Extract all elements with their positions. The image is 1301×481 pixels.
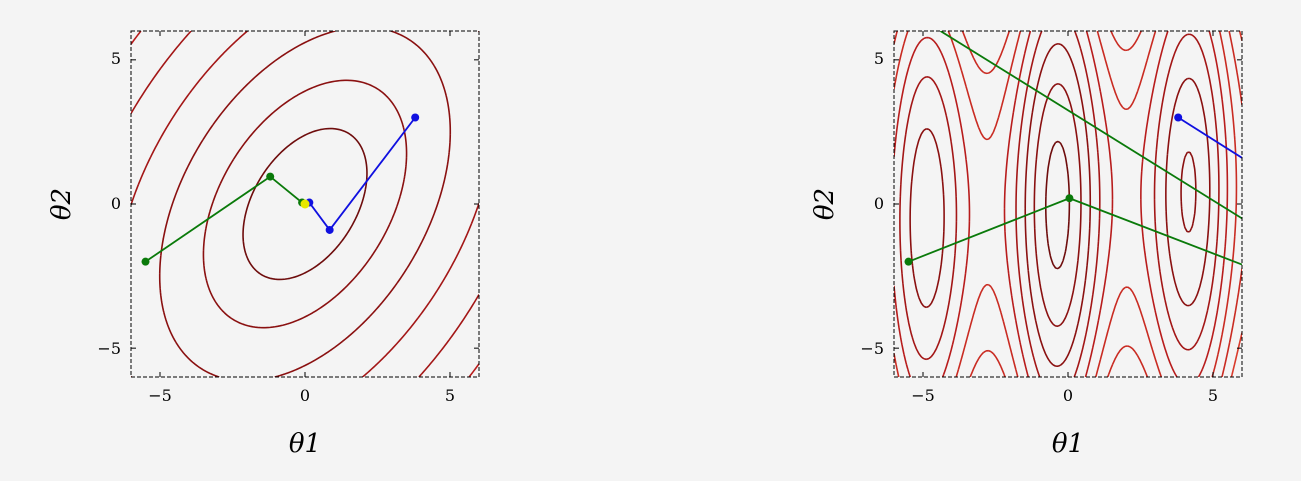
descent-path-point xyxy=(1174,113,1183,122)
plot-area xyxy=(894,31,1242,377)
y-axis-label: θ2 xyxy=(810,188,840,220)
y-axis-label: θ2 xyxy=(47,188,77,220)
descent-paths xyxy=(904,31,1242,266)
y-tick-label: 5 xyxy=(874,49,884,68)
x-tick-label: −5 xyxy=(911,386,935,405)
contour-line xyxy=(909,42,1211,368)
descent-path-line xyxy=(939,31,1242,220)
descent-path-point xyxy=(904,257,913,266)
x-axis-label: θ1 xyxy=(289,429,321,459)
x-tick-label: 5 xyxy=(445,386,455,405)
contour-line xyxy=(894,31,1242,377)
contour-lines xyxy=(131,31,479,377)
descent-path-point xyxy=(141,257,150,266)
y-tick-label: 0 xyxy=(874,194,884,213)
descent-path-point xyxy=(325,225,334,234)
y-tick-label: 0 xyxy=(111,194,121,213)
descent-paths xyxy=(141,113,420,266)
contour-lines xyxy=(894,31,1242,377)
contour-line xyxy=(242,127,368,281)
right-contour-plot: −5 0 5 5 0 −5 θ1 θ2 xyxy=(810,30,1243,459)
axis-ticks xyxy=(894,31,1242,377)
x-tick-label: 0 xyxy=(1063,386,1073,405)
descent-path-point xyxy=(411,113,420,122)
y-tick-label: −5 xyxy=(97,339,121,358)
y-tick-label: 5 xyxy=(111,49,121,68)
descent-path-point xyxy=(266,172,275,181)
contour-line xyxy=(1033,83,1197,327)
left-contour-plot: −5 0 5 5 0 −5 θ1 θ2 xyxy=(47,30,480,459)
descent-path-point xyxy=(1065,194,1074,203)
axis-ticks xyxy=(131,31,479,377)
x-axis-label: θ1 xyxy=(1052,429,1084,459)
contour-line xyxy=(894,31,1238,377)
contour-line xyxy=(202,79,408,329)
x-tick-label: 0 xyxy=(300,386,310,405)
x-tick-label: −5 xyxy=(148,386,172,405)
contour-line xyxy=(894,31,1229,377)
contour-line xyxy=(158,31,452,377)
descent-path-line xyxy=(1177,116,1242,159)
minimum-marker xyxy=(300,199,310,209)
x-tick-label: 5 xyxy=(1208,386,1218,405)
contour-line xyxy=(899,31,1220,377)
y-tick-label: −5 xyxy=(860,339,884,358)
